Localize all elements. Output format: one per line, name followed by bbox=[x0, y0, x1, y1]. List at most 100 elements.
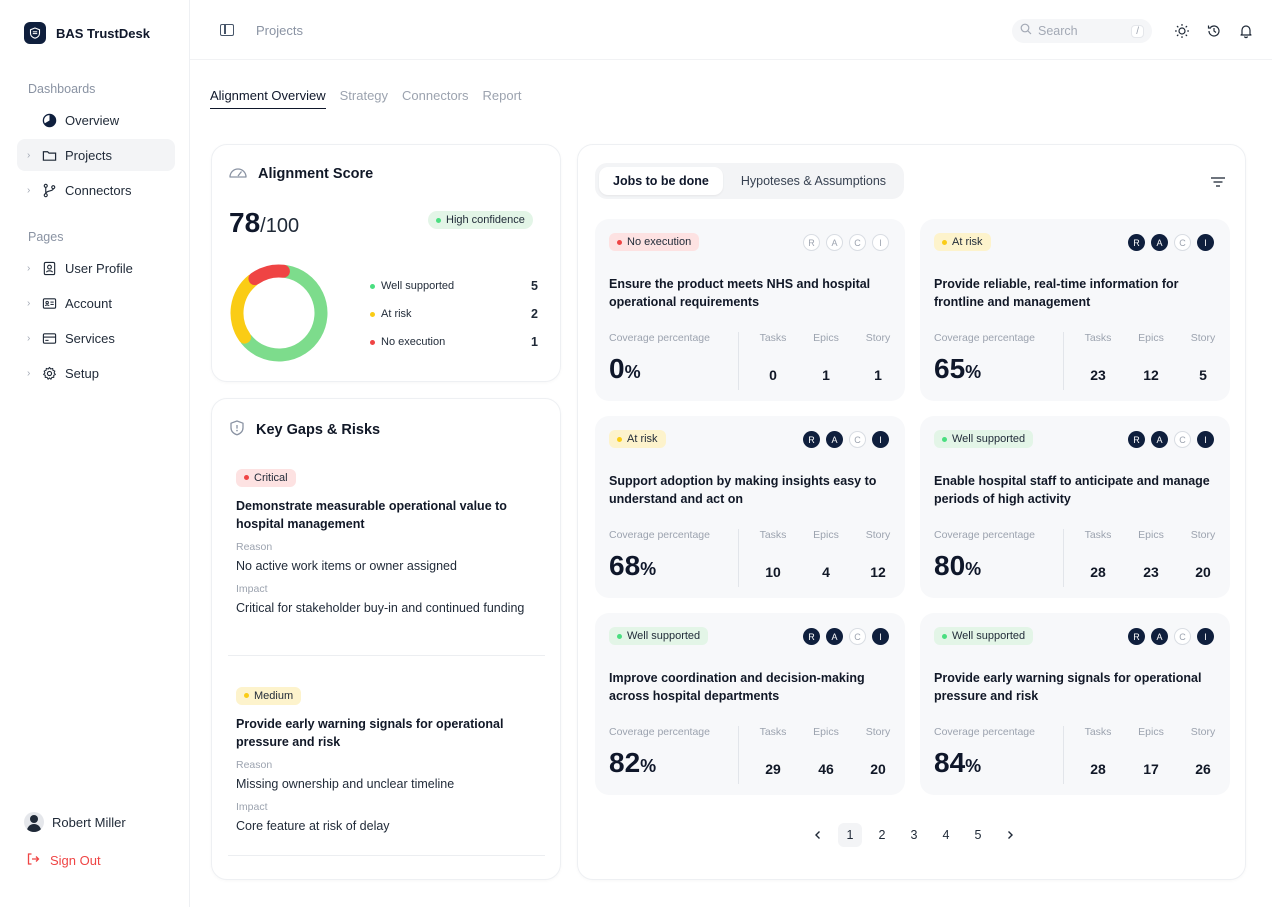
avatar bbox=[24, 812, 44, 832]
epics-metric: Epics 17 bbox=[1138, 726, 1164, 777]
coverage-label: Coverage percentage bbox=[934, 332, 1035, 344]
status-badge: Well supported bbox=[934, 430, 1034, 448]
job-card[interactable]: Well supported R A C I Enable hospital staff … bbox=[920, 416, 1230, 598]
raci-c-badge: C bbox=[849, 431, 866, 448]
sidebar-item-overview[interactable]: Overview bbox=[17, 104, 175, 136]
chevron-right-icon: › bbox=[27, 149, 31, 161]
gap-item[interactable]: Critical Demonstrate measurable operatio… bbox=[236, 467, 546, 617]
gap-item[interactable]: Medium Provide early warning signals for… bbox=[236, 685, 546, 835]
page-2-button[interactable]: 2 bbox=[878, 828, 886, 842]
epics-metric: Epics 1 bbox=[813, 332, 839, 383]
coverage-label: Coverage percentage bbox=[609, 332, 710, 344]
tasks-metric: Tasks 23 bbox=[1084, 332, 1112, 383]
raci-a-badge: A bbox=[1151, 234, 1168, 251]
page-1-button[interactable]: 1 bbox=[838, 823, 862, 847]
raci-c-badge: C bbox=[1174, 628, 1191, 645]
sign-out-icon bbox=[26, 852, 40, 869]
raci-i-badge: I bbox=[1197, 431, 1214, 448]
search-input[interactable] bbox=[1038, 24, 1118, 38]
sidebar-item-label: Account bbox=[65, 295, 112, 311]
prev-page-button[interactable] bbox=[806, 823, 830, 847]
severity-badge: Medium bbox=[236, 686, 302, 705]
sidebar-item-account[interactable]: › Account bbox=[17, 287, 175, 319]
breadcrumb[interactable]: Projects bbox=[256, 23, 303, 38]
page-4-button[interactable]: 4 bbox=[942, 828, 950, 842]
sidebar-item-services[interactable]: › Services bbox=[17, 322, 175, 354]
job-title: Provide early warning signals for operat… bbox=[934, 671, 1202, 703]
tasks-metric: Tasks 28 bbox=[1084, 529, 1112, 580]
alignment-score-value: 78/100 bbox=[229, 207, 300, 238]
page-5-button[interactable]: 5 bbox=[974, 828, 982, 842]
sidebar-item-projects[interactable]: › Projects bbox=[17, 139, 175, 171]
job-card[interactable]: At risk R A C I Provide reliable, real-time i… bbox=[920, 219, 1230, 401]
sun-icon[interactable] bbox=[1174, 23, 1190, 39]
tab-hypotheses-assumptions[interactable]: Hypoteses & Assumptions bbox=[740, 174, 887, 188]
id-card-icon bbox=[41, 295, 57, 311]
tab-jobs-to-be-done[interactable]: Jobs to be done bbox=[599, 167, 723, 195]
job-card[interactable]: Well supported R A C I Improve coordination a… bbox=[595, 613, 905, 795]
chevron-right-icon: › bbox=[27, 332, 31, 344]
sidebar-item-label: User Profile bbox=[65, 260, 133, 276]
chevron-right-icon: › bbox=[27, 262, 31, 274]
nav-section-dashboards: Dashboards bbox=[28, 82, 96, 96]
alignment-score-card: Alignment Score 78/100 High confidence W… bbox=[211, 144, 561, 382]
user-profile-button[interactable]: Robert Miller bbox=[24, 812, 126, 832]
divider bbox=[1063, 726, 1064, 784]
tasks-metric: Tasks 0 bbox=[759, 332, 787, 383]
job-card[interactable]: At risk R A C I Support adoption by making in… bbox=[595, 416, 905, 598]
chevron-right-icon bbox=[1008, 831, 1013, 839]
sidebar: BAS TrustDesk Dashboards Overview › Proj… bbox=[0, 0, 190, 907]
tab-connectors[interactable]: Connectors bbox=[402, 88, 469, 103]
gap-reason: Missing ownership and unclear timeline bbox=[236, 776, 455, 791]
divider bbox=[738, 726, 739, 784]
sidebar-item-connectors[interactable]: › Connectors bbox=[17, 174, 175, 206]
sidebar-item-setup[interactable]: › Setup bbox=[17, 357, 175, 389]
gap-reason: No active work items or owner assigned bbox=[236, 558, 457, 573]
raci-r-badge: R bbox=[803, 628, 820, 645]
bell-icon[interactable] bbox=[1238, 23, 1254, 39]
epics-metric: Epics 23 bbox=[1138, 529, 1164, 580]
sidebar-toggle-icon[interactable] bbox=[220, 24, 234, 36]
story-metric: Story 5 bbox=[1190, 332, 1216, 383]
job-title: Enable hospital staff to anticipate and … bbox=[934, 474, 1210, 506]
tasks-metric: Tasks 28 bbox=[1084, 726, 1112, 777]
job-title: Provide reliable, real-time information … bbox=[934, 277, 1179, 309]
coverage-value: 80% bbox=[934, 550, 982, 581]
severity-badge: Critical bbox=[236, 468, 296, 487]
next-page-button[interactable] bbox=[998, 823, 1022, 847]
tab-strategy[interactable]: Strategy bbox=[339, 88, 389, 103]
raci-r-badge: R bbox=[803, 431, 820, 448]
donut-segment bbox=[230, 273, 260, 344]
sign-out-button[interactable]: Sign Out bbox=[26, 852, 101, 869]
tab-alignment-overview[interactable]: Alignment Overview bbox=[210, 88, 326, 109]
brand[interactable]: BAS TrustDesk bbox=[24, 22, 150, 44]
raci-i-badge: I bbox=[1197, 234, 1214, 251]
sidebar-item-user-profile[interactable]: › User Profile bbox=[17, 252, 175, 284]
story-metric: Story 26 bbox=[1190, 726, 1216, 777]
tab-report[interactable]: Report bbox=[482, 88, 522, 103]
page-3-button[interactable]: 3 bbox=[910, 828, 918, 842]
filter-icon[interactable] bbox=[1210, 175, 1226, 187]
raci-r-badge: R bbox=[1128, 431, 1145, 448]
history-icon[interactable] bbox=[1206, 23, 1222, 39]
search-box[interactable]: / bbox=[1012, 19, 1152, 43]
gap-impact-label: Impact bbox=[236, 582, 268, 595]
legend-dot bbox=[370, 311, 375, 317]
brand-logo-icon bbox=[24, 22, 46, 44]
status-badge: Well supported bbox=[934, 627, 1034, 645]
gap-impact-label: Impact bbox=[236, 800, 268, 813]
coverage-label: Coverage percentage bbox=[609, 726, 710, 738]
legend-at-risk: At risk 2 bbox=[370, 307, 538, 321]
confidence-badge: High confidence bbox=[428, 211, 533, 229]
sidebar-item-label: Overview bbox=[65, 112, 120, 128]
tasks-metric: Tasks 29 bbox=[759, 726, 787, 777]
job-card[interactable]: No execution R A C I Ensure the product meets… bbox=[595, 219, 905, 401]
donut-segment bbox=[248, 264, 290, 286]
divider bbox=[1063, 332, 1064, 390]
job-title: Ensure the product meets NHS and hospita… bbox=[609, 277, 871, 309]
job-card[interactable]: Well supported R A C I Provide early warning … bbox=[920, 613, 1230, 795]
story-metric: Story 20 bbox=[1190, 529, 1216, 580]
